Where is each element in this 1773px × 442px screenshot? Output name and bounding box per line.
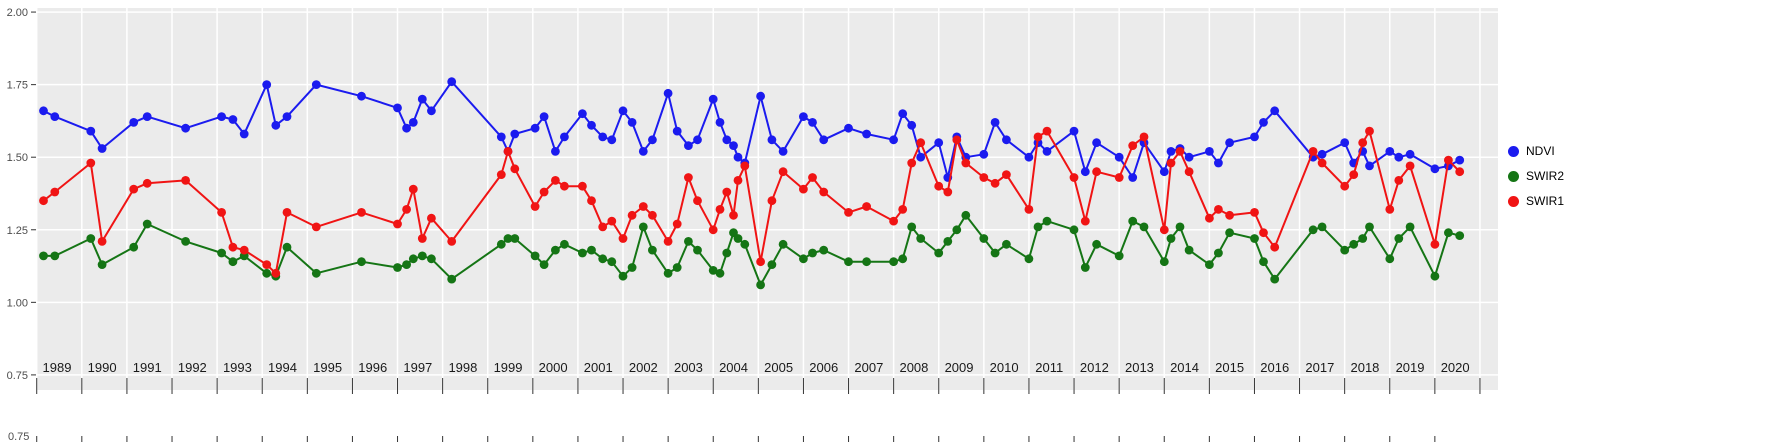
svg-text:0.75: 0.75 <box>8 431 29 442</box>
svg-text:1993: 1993 <box>223 360 252 375</box>
legend-item-swir2[interactable]: SWIR2 <box>1508 169 1564 183</box>
swir2-marker-icon <box>1508 170 1519 182</box>
svg-text:2017: 2017 <box>1305 360 1334 375</box>
ndvi-marker-icon <box>1508 145 1519 157</box>
svg-text:1995: 1995 <box>313 360 342 375</box>
svg-text:1997: 1997 <box>403 360 432 375</box>
svg-text:2014: 2014 <box>1170 360 1199 375</box>
svg-text:1991: 1991 <box>133 360 162 375</box>
svg-text:1992: 1992 <box>178 360 207 375</box>
svg-text:2007: 2007 <box>854 360 883 375</box>
svg-text:2009: 2009 <box>945 360 974 375</box>
svg-text:2000: 2000 <box>539 360 568 375</box>
legend-label-ndvi: NDVI <box>1526 144 1555 158</box>
svg-text:2016: 2016 <box>1260 360 1289 375</box>
svg-text:2020: 2020 <box>1441 360 1470 375</box>
svg-text:2006: 2006 <box>809 360 838 375</box>
legend-item-swir1[interactable]: SWIR1 <box>1508 194 1564 208</box>
svg-text:1989: 1989 <box>43 360 72 375</box>
svg-text:1998: 1998 <box>448 360 477 375</box>
svg-text:1.75: 1.75 <box>7 80 28 92</box>
svg-text:2002: 2002 <box>629 360 658 375</box>
svg-text:2003: 2003 <box>674 360 703 375</box>
legend-item-ndvi[interactable]: NDVI <box>1508 144 1564 158</box>
svg-text:2019: 2019 <box>1396 360 1425 375</box>
legend-label-swir1: SWIR1 <box>1526 194 1565 208</box>
svg-text:2018: 2018 <box>1350 360 1379 375</box>
legend: NDVI SWIR2 SWIR1 <box>1508 144 1564 208</box>
svg-text:1.25: 1.25 <box>7 225 28 237</box>
svg-text:2012: 2012 <box>1080 360 1109 375</box>
svg-text:2013: 2013 <box>1125 360 1154 375</box>
svg-text:1.50: 1.50 <box>7 152 28 164</box>
svg-text:2011: 2011 <box>1035 360 1063 375</box>
svg-text:0.75: 0.75 <box>7 370 28 382</box>
svg-text:1.00: 1.00 <box>7 297 28 309</box>
legend-label-swir2: SWIR2 <box>1526 169 1565 183</box>
svg-text:1999: 1999 <box>494 360 523 375</box>
svg-text:2015: 2015 <box>1215 360 1244 375</box>
svg-text:1996: 1996 <box>358 360 387 375</box>
svg-text:2004: 2004 <box>719 360 748 375</box>
svg-text:2008: 2008 <box>899 360 928 375</box>
svg-text:2.00: 2.00 <box>7 7 28 19</box>
svg-text:2010: 2010 <box>990 360 1019 375</box>
swir1-marker-icon <box>1508 195 1519 207</box>
svg-text:1994: 1994 <box>268 360 297 375</box>
svg-text:2005: 2005 <box>764 360 793 375</box>
svg-text:1990: 1990 <box>88 360 117 375</box>
svg-text:2001: 2001 <box>584 360 613 375</box>
